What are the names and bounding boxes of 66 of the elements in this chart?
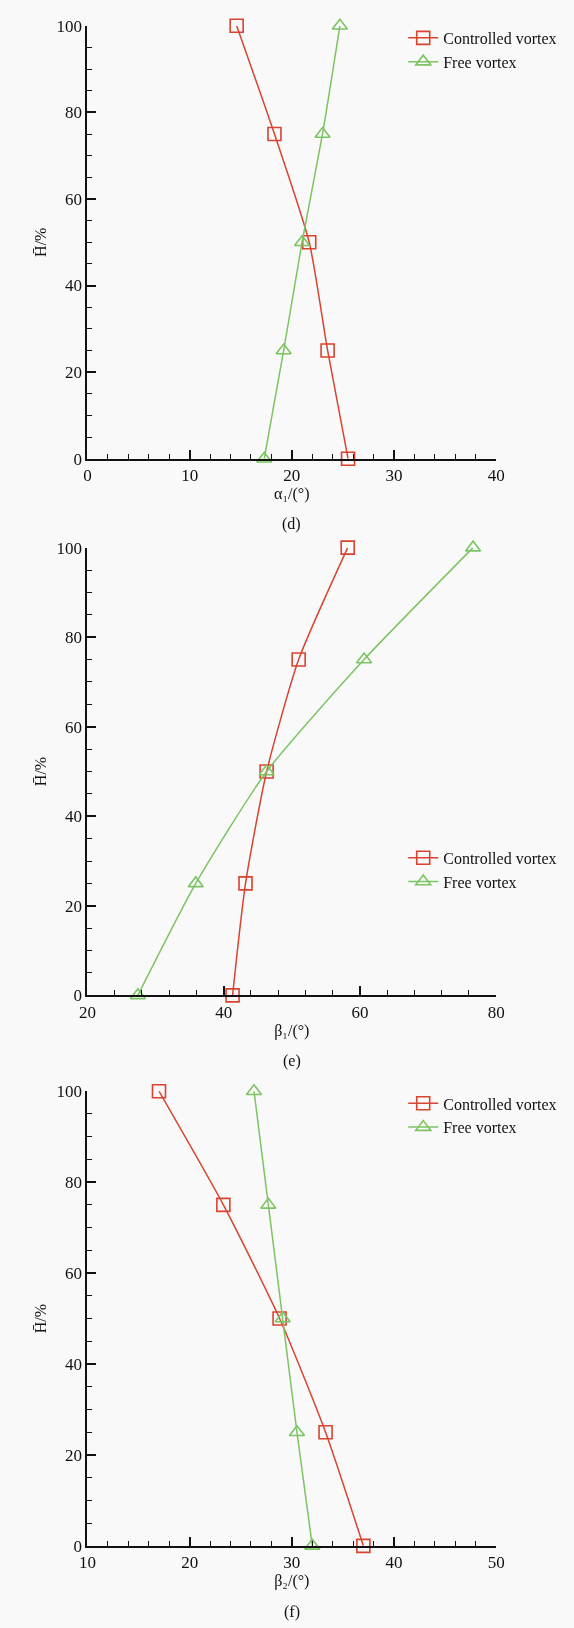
y-axis-title: H̄/% xyxy=(31,756,49,787)
point xyxy=(275,343,292,355)
y-tick-label: 0 xyxy=(73,1536,83,1556)
x-axis-title: β₂/(°) xyxy=(274,1572,310,1591)
x-tick-label: 40 xyxy=(487,466,505,486)
y-tick-label: 80 xyxy=(65,103,83,123)
legend-label: Free vortex xyxy=(443,873,517,891)
y-tick-label: 20 xyxy=(65,1445,83,1465)
y-tick-label: 100 xyxy=(56,16,83,36)
point xyxy=(260,1197,277,1209)
y-tick-label: 80 xyxy=(65,1173,83,1193)
y-tick-label: 20 xyxy=(65,896,83,916)
point xyxy=(245,1083,263,1096)
x-tick-label: 80 xyxy=(487,1002,505,1022)
y-tick-label: 100 xyxy=(56,1082,83,1102)
point xyxy=(340,540,356,555)
y-tick-label: 40 xyxy=(65,807,83,827)
x-tick-label: 20 xyxy=(181,1553,199,1573)
point xyxy=(151,1083,167,1099)
legend-label: Free vortex xyxy=(443,1119,517,1137)
point xyxy=(356,1538,371,1554)
point xyxy=(229,18,244,34)
legend-label: Controlled vortex xyxy=(443,1095,557,1113)
x-tick-label: 60 xyxy=(351,1002,369,1022)
y-axis-title: H̄/% xyxy=(31,227,49,257)
x-axis-title: α₁/(°) xyxy=(274,485,310,504)
point xyxy=(314,126,331,139)
x-tick-label: 40 xyxy=(385,1553,403,1573)
text: (d) xyxy=(282,515,301,533)
point xyxy=(301,234,317,250)
x-tick-label: 10 xyxy=(78,1553,96,1573)
x-tick-label: 10 xyxy=(181,466,199,486)
y-tick-label: 80 xyxy=(65,628,83,648)
point xyxy=(267,126,282,142)
point xyxy=(291,652,306,667)
y-tick-label: 0 xyxy=(73,986,83,1006)
x-axis-title: β₁/(°) xyxy=(274,1021,310,1040)
y-tick-label: 60 xyxy=(65,1264,83,1284)
point xyxy=(293,234,311,247)
point xyxy=(274,1311,291,1323)
legend-label: Free vortex xyxy=(443,53,517,71)
text: (f) xyxy=(284,1603,300,1621)
text: (e) xyxy=(283,1052,301,1070)
point xyxy=(272,1311,287,1326)
point xyxy=(288,1424,306,1437)
point xyxy=(340,451,356,466)
point xyxy=(320,343,335,358)
y-tick-label: 0 xyxy=(73,449,83,469)
x-tick-label: 30 xyxy=(283,1553,301,1573)
y-tick-label: 20 xyxy=(65,363,83,383)
x-tick-label: 30 xyxy=(385,466,403,486)
y-tick-label: 40 xyxy=(65,1354,83,1374)
x-tick-label: 50 xyxy=(487,1553,505,1573)
point xyxy=(318,1424,333,1440)
y-tick-label: 60 xyxy=(65,189,83,209)
y-tick-label: 100 xyxy=(56,538,83,558)
y-tick-label: 60 xyxy=(65,717,83,737)
legend-label: Controlled vortex xyxy=(443,30,557,48)
legend-label: Controlled vortex xyxy=(443,849,557,867)
point xyxy=(238,876,253,891)
x-tick-label: 40 xyxy=(215,1002,233,1022)
y-axis-title: H̄/% xyxy=(31,1303,49,1334)
x-tick-label: 20 xyxy=(283,466,301,486)
y-tick-label: 40 xyxy=(65,276,83,296)
point xyxy=(216,1197,231,1213)
point xyxy=(225,988,240,1003)
